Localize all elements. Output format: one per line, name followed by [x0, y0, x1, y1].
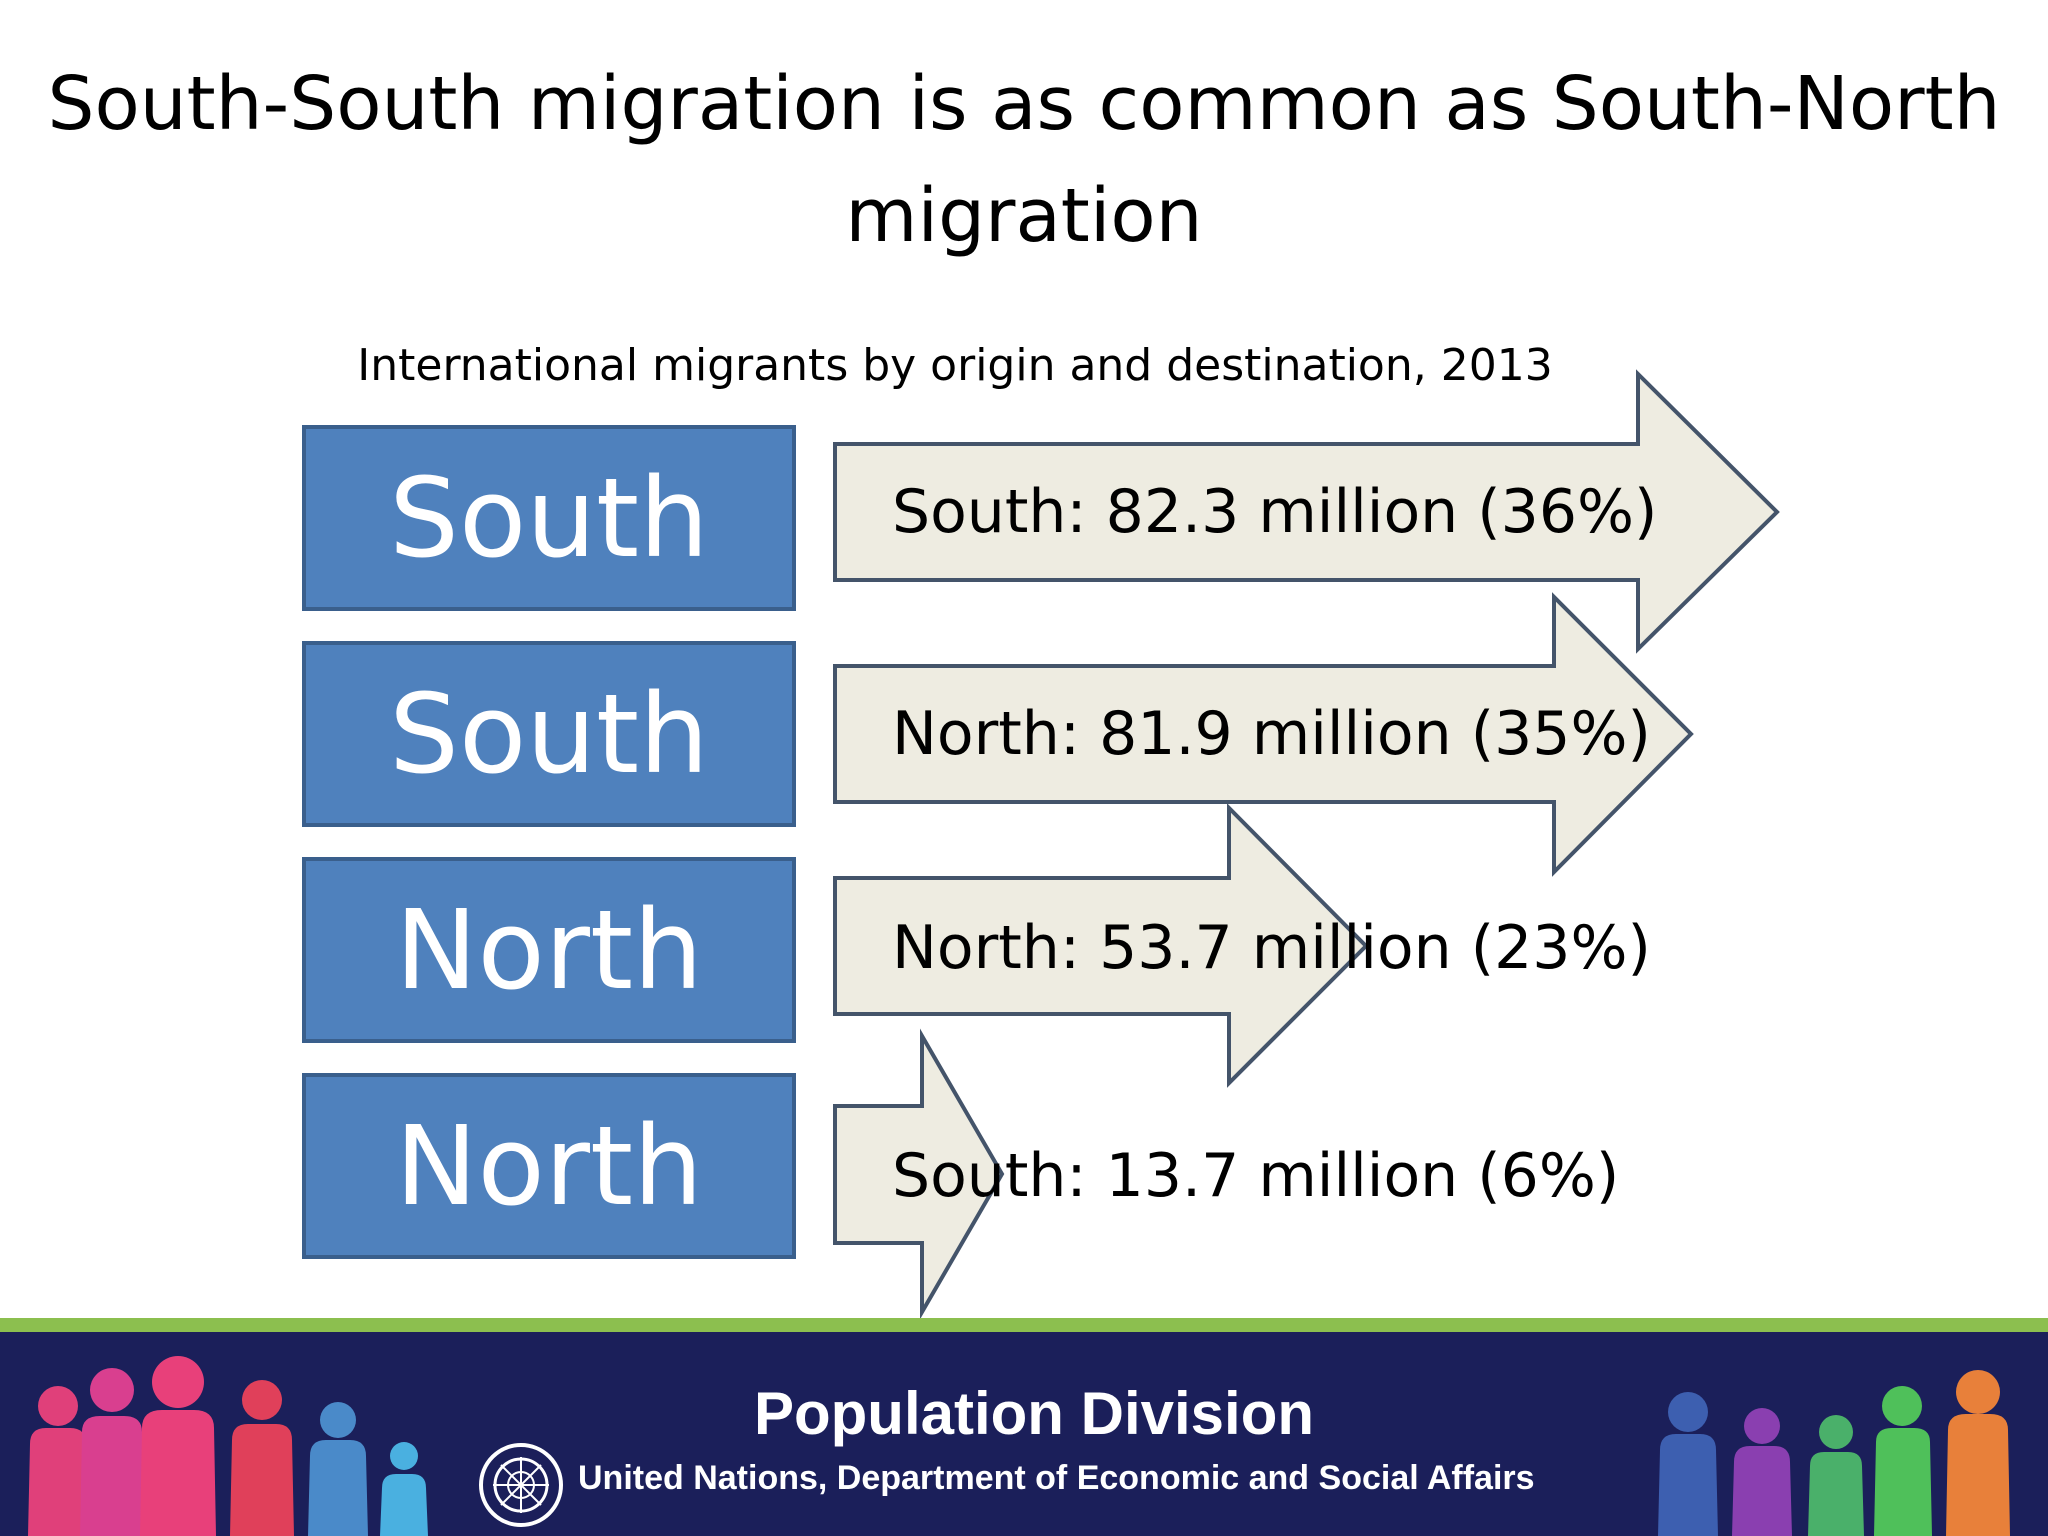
un-emblem-icon — [479, 1443, 563, 1527]
flow-arrow-north-south — [833, 1028, 1005, 1318]
footer-department: United Nations, Department of Economic a… — [578, 1459, 1535, 1497]
footer-stripe — [0, 1318, 2048, 1332]
flow-arrow-south-south — [833, 369, 1780, 654]
slide-title: South-South migration is as common as So… — [47, 61, 2001, 259]
origin-box-north-2: North — [302, 1073, 796, 1259]
origin-box-south-2: South — [302, 641, 796, 827]
flow-label-south-north: North: 81.9 million (35%) — [892, 699, 1651, 769]
origin-box-south-1: South — [302, 425, 796, 611]
people-silhouettes-right — [1658, 1370, 2010, 1536]
footer-banner: Population Division United Nations, Depa… — [0, 1318, 2048, 1536]
flow-arrows — [833, 369, 1780, 1318]
flow-label-north-south: South: 13.7 million (6%) — [892, 1141, 1620, 1211]
flow-label-north-north: North: 53.7 million (23%) — [892, 913, 1651, 983]
chart-subtitle: International migrants by origin and des… — [357, 340, 1553, 391]
flow-arrow-north-north — [833, 803, 1369, 1088]
footer-division-title: Population Division — [753, 1380, 1314, 1447]
people-silhouettes-left — [28, 1356, 428, 1536]
flow-label-south-south: South: 82.3 million (36%) — [892, 477, 1658, 547]
flow-arrow-south-north — [833, 592, 1694, 877]
origin-box-north-1: North — [302, 857, 796, 1043]
